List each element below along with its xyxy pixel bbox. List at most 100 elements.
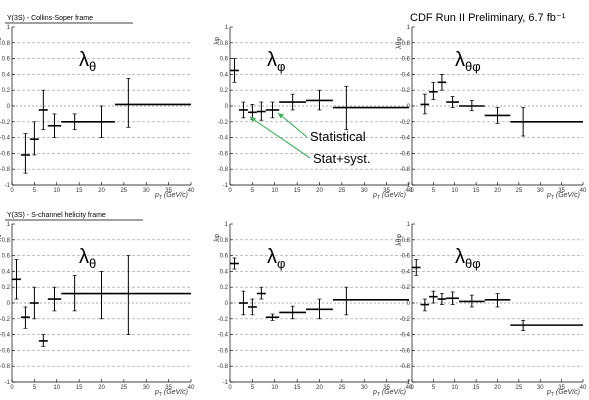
y-tick-label: -0.8 — [400, 364, 411, 370]
data-point — [412, 259, 421, 276]
y-tick-label: 0.4 — [2, 72, 11, 78]
data-point — [238, 101, 248, 119]
stat-syst-arrow — [249, 116, 311, 159]
data-point — [279, 93, 307, 111]
data-point — [88, 105, 115, 138]
panel-lambda-label: λθφ — [455, 246, 481, 271]
data-point — [420, 298, 430, 312]
top-row-title: Υ(3S) - Collins-Soper frame — [7, 15, 93, 22]
x-tick-label: 5 — [432, 385, 436, 391]
panel-lambda-label: λθφ — [455, 49, 481, 74]
y-tick-label: -1 — [405, 183, 411, 189]
data-point — [238, 290, 248, 316]
y-tick-label: 0.2 — [402, 88, 411, 94]
x-tick-label: 30 — [537, 385, 544, 391]
panel-lambda-label: λφ — [267, 49, 285, 74]
y-tick-label: -0.2 — [218, 317, 229, 323]
y-tick-label: -0.8 — [218, 167, 229, 173]
y-tick-label: 0.6 — [2, 254, 11, 260]
x-axis-label: pT (GeV/c) — [546, 389, 580, 398]
panel-bottom-right: -1-0.8-0.6-0.4-0.200.20.40.60.810 5 10 15 20… — [396, 222, 587, 398]
x-tick-label: 20 — [494, 385, 501, 391]
data-point — [61, 113, 89, 131]
x-axis-label: pT (GeV/c) — [372, 389, 406, 398]
x-axis-label: pT (GeV/c) — [154, 192, 188, 201]
y-tick-label: 1 — [7, 222, 11, 228]
y-tick-label: 0.4 — [220, 269, 229, 275]
statistical-label: Statistical — [310, 129, 366, 144]
y-tick-label: -0.8 — [0, 167, 11, 173]
y-tick-label: 0 — [407, 104, 411, 110]
x-tick-label: 30 — [361, 385, 368, 391]
y-tick-label: -0.6 — [0, 151, 11, 157]
x-tick-label: 40 — [580, 188, 587, 194]
y-tick-label: -0.6 — [218, 348, 229, 354]
y-tick-label: -0.6 — [400, 151, 411, 157]
x-tick-label: 40 — [406, 385, 413, 391]
data-point — [420, 93, 430, 115]
panel-lambda-label: λθ — [79, 49, 96, 74]
y-tick-label: 0.6 — [2, 57, 11, 63]
x-tick-label: 25 — [516, 385, 523, 391]
data-point — [61, 275, 89, 312]
x-axis-label: pT (GeV/c) — [154, 389, 188, 398]
x-tick-label: 10 — [451, 385, 458, 391]
y-tick-label: 0.6 — [220, 254, 229, 260]
y-tick-label: -0.2 — [400, 317, 411, 323]
y-axis-label: λθφ — [396, 234, 403, 246]
annotation-arrows — [249, 112, 311, 159]
data-point — [484, 107, 511, 124]
data-point — [459, 100, 485, 112]
x-tick-label: 0 — [10, 385, 14, 391]
panel-lambda-label: λφ — [267, 246, 285, 271]
x-tick-label: 5 — [432, 188, 436, 194]
x-tick-label: 0 — [410, 188, 414, 194]
y-tick-label: 0.4 — [220, 72, 229, 78]
panels: -1-0.8-0.6-0.4-0.200.20.40.60.810 5 10 15 20… — [0, 25, 587, 398]
x-tick-label: 10 — [53, 188, 60, 194]
x-tick-label: 10 — [53, 385, 60, 391]
bottom-row-title: Υ(3S) - S-channel helicity frame — [7, 212, 106, 219]
x-tick-label: 10 — [271, 188, 278, 194]
y-tick-label: -0.4 — [400, 333, 411, 339]
data-point — [256, 286, 266, 300]
x-tick-label: 25 — [516, 188, 523, 194]
x-axis-label: pT (GeV/c) — [546, 192, 580, 201]
x-tick-label: 5 — [251, 188, 255, 194]
data-point — [29, 121, 39, 156]
x-tick-label: 15 — [473, 385, 480, 391]
y-tick-label: 0.4 — [2, 269, 11, 275]
x-tick-label: 40 — [188, 385, 195, 391]
y-tick-label: -0.6 — [218, 151, 229, 157]
x-tick-label: 40 — [580, 385, 587, 391]
y-tick-label: -0.4 — [218, 333, 229, 339]
y-tick-label: -0.8 — [218, 364, 229, 370]
y-tick-label: 0 — [407, 301, 411, 307]
panel-bottom-left: -1-0.8-0.6-0.4-0.200.20.40.60.810 5 10 15 20… — [0, 222, 195, 398]
data-point — [484, 293, 511, 308]
x-axis-label: pT (GeV/c) — [372, 192, 406, 201]
y-tick-label: 0.2 — [2, 285, 11, 291]
data-point — [437, 293, 447, 305]
y-tick-label: 0.2 — [220, 88, 229, 94]
x-tick-label: 25 — [339, 188, 346, 194]
data-point — [38, 334, 48, 347]
x-tick-label: 0 — [228, 385, 232, 391]
x-tick-label: 25 — [339, 385, 346, 391]
y-tick-label: 0.6 — [402, 254, 411, 260]
y-tick-label: -0.2 — [0, 120, 11, 126]
x-tick-label: 30 — [537, 188, 544, 194]
data-point — [429, 81, 438, 101]
y-axis-label: λφ — [214, 37, 221, 45]
data-point — [38, 89, 48, 131]
y-tick-label: 0.2 — [2, 88, 11, 94]
data-point — [256, 101, 266, 121]
x-tick-label: 20 — [98, 188, 105, 194]
x-tick-label: 35 — [383, 188, 390, 194]
x-tick-label: 20 — [316, 385, 323, 391]
y-axis-label: λφ — [214, 234, 221, 242]
x-tick-label: 35 — [165, 188, 172, 194]
x-tick-label: 15 — [294, 188, 301, 194]
y-tick-label: -1 — [223, 183, 229, 189]
